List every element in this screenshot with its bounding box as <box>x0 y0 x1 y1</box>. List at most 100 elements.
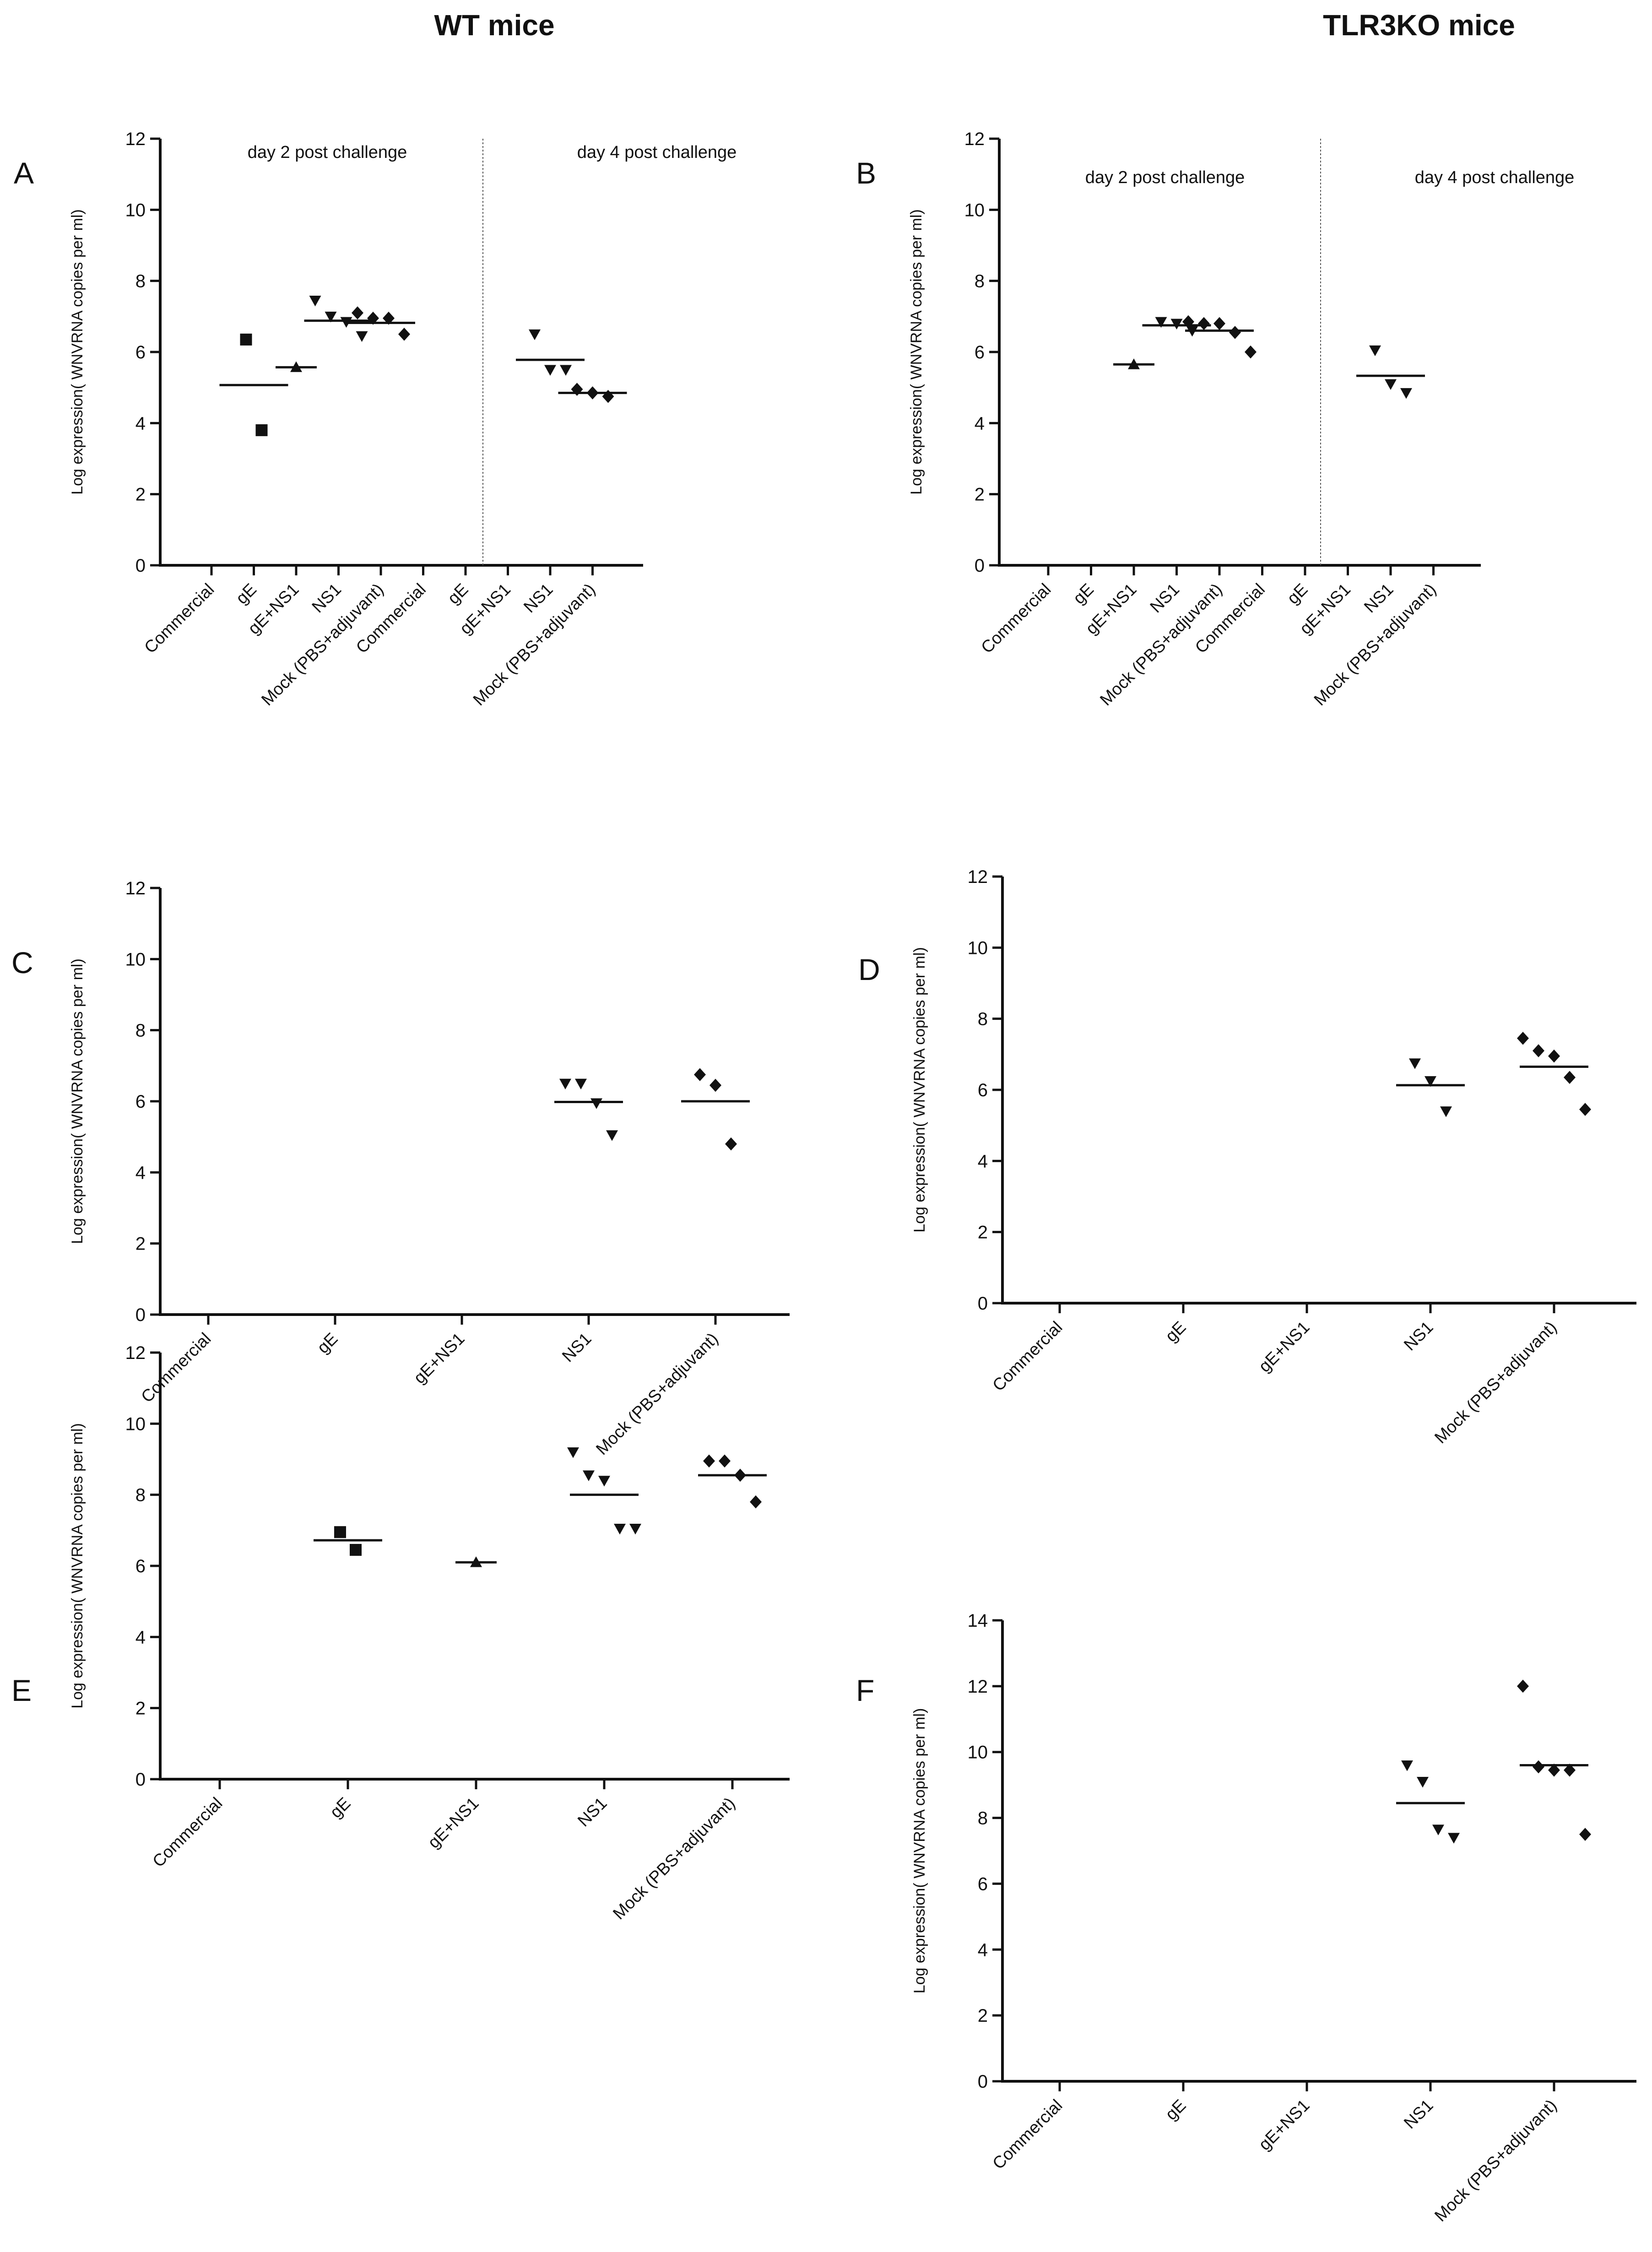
panel-f-x-tick-label: Mock (PBS+adjuvant) <box>1431 2096 1560 2225</box>
panel-e-data-point <box>334 1526 346 1538</box>
panel-d-data-point <box>1579 1103 1591 1116</box>
panel-c-y-tick-label: 8 <box>135 1021 146 1041</box>
panel-e-y-tick-label: 4 <box>135 1627 146 1647</box>
panel-a-y-tick-label: 0 <box>135 556 146 576</box>
panel-c-x-tick-label: NS1 <box>558 1329 595 1366</box>
panel-f-y-tick-label: 4 <box>978 1940 988 1960</box>
panel-c-y-tick-label: 12 <box>125 878 146 899</box>
panel-c-data-point <box>559 1078 571 1090</box>
panel-c-data-point <box>710 1078 721 1092</box>
panel-b-data-point <box>1245 345 1257 359</box>
panel-b-data-point <box>1385 379 1397 390</box>
panel-a-data-point <box>356 331 368 342</box>
panel-c-y-tick-label: 0 <box>135 1305 146 1325</box>
panel-c-y-tick-label: 6 <box>135 1092 146 1112</box>
panel-d-x-tick-label: Mock (PBS+adjuvant) <box>1431 1318 1560 1447</box>
panel-f-data-point <box>1432 1824 1444 1835</box>
panel-e-y-tick-label: 12 <box>125 1343 146 1363</box>
panel-f-data-point <box>1417 1777 1429 1788</box>
panel-e-x-tick-label: gE <box>326 1794 354 1822</box>
panel-c-y-tick-label: 2 <box>135 1234 146 1254</box>
panel-d-y-tick-label: 10 <box>968 938 988 958</box>
panel-d-y-tick-label: 8 <box>978 1009 988 1029</box>
panel-a-y-tick-label: 6 <box>135 342 146 363</box>
panel-d-data-point <box>1409 1058 1421 1069</box>
panel-d-x-tick-label: gE+NS1 <box>1255 1318 1313 1376</box>
panel-d-y-tick-label: 6 <box>978 1080 988 1100</box>
panel-a-data-point <box>544 365 556 376</box>
panel-a-data-point <box>398 327 410 341</box>
panel-letter-f: F <box>856 1673 875 1707</box>
panel-f-y-tick-label: 0 <box>978 2072 988 2092</box>
panel-b-x-tick-label: NS1 <box>1146 580 1183 617</box>
panel-b-data-point <box>1182 315 1194 329</box>
panel-b-data-point <box>1400 388 1412 399</box>
panel-a-y-axis-label: Log expression( WNVRNA copies per ml) <box>69 209 86 495</box>
panel-b-y-axis-label: Log expression( WNVRNA copies per ml) <box>908 209 925 495</box>
panel-b-data-point <box>1229 325 1241 339</box>
panel-f-data-point <box>1517 1679 1529 1693</box>
panel-e-data-point <box>567 1447 579 1458</box>
panel-e-y-tick-label: 0 <box>135 1770 146 1790</box>
panel-d-data-point <box>1564 1071 1576 1084</box>
panel-b-y-tick-label: 4 <box>975 413 985 433</box>
panel-letter-a: A <box>14 156 34 190</box>
panel-f-data-point <box>1564 1763 1576 1777</box>
panel-f-data-point <box>1401 1760 1413 1771</box>
panel-b-data-point <box>1155 317 1167 328</box>
panel-c-data-point <box>575 1078 587 1090</box>
panel-d-data-point <box>1440 1106 1452 1117</box>
panel-c-y-tick-label: 10 <box>125 949 146 969</box>
panel-f-x-tick-label: Commercial <box>989 2096 1066 2173</box>
panel-a-data-point <box>560 365 572 376</box>
panel-letter-c: C <box>11 946 33 980</box>
panel-d-y-axis-label: Log expression( WNVRNA copies per ml) <box>911 947 928 1233</box>
panel-d-data-point <box>1517 1032 1529 1045</box>
panel-a-data-point <box>255 424 268 436</box>
panel-b-data-point <box>1170 319 1183 330</box>
panel-a-data-point <box>240 333 252 346</box>
panel-d-data-point <box>1548 1049 1560 1063</box>
panel-a-data-point <box>352 306 363 319</box>
panel-f-data-point <box>1533 1760 1544 1774</box>
panel-f-y-axis-label: Log expression( WNVRNA copies per ml) <box>911 1708 928 1994</box>
panel-c-y-tick-label: 4 <box>135 1163 146 1183</box>
panel-d-y-tick-label: 4 <box>978 1151 988 1171</box>
panel-c-x-tick-label: gE+NS1 <box>410 1329 468 1387</box>
panel-d-x-tick-label: gE <box>1162 1318 1190 1346</box>
panel-a-data-point <box>367 311 379 325</box>
panel-e-data-point <box>703 1454 715 1468</box>
panel-c-x-tick-label: gE <box>314 1329 341 1357</box>
panel-c-x-tick-label: Mock (PBS+adjuvant) <box>592 1329 722 1459</box>
panel-a-y-tick-label: 8 <box>135 271 146 292</box>
panel-a-x-tick-label: gE <box>444 580 472 608</box>
panel-f-x-tick-label: NS1 <box>1400 2096 1437 2133</box>
panel-a-x-tick-label: Commercial <box>141 580 218 657</box>
panel-f-y-tick-label: 2 <box>978 2006 988 2026</box>
panel-e-data-point <box>719 1454 731 1468</box>
panel-a-x-tick-label: gE <box>232 580 260 608</box>
panel-b-y-tick-label: 12 <box>964 129 985 149</box>
panel-e-data-point <box>629 1524 641 1535</box>
panel-letter-b: B <box>856 156 877 190</box>
panel-f-y-tick-label: 12 <box>968 1677 988 1697</box>
panel-b-section-label: day 2 post challenge <box>1085 168 1245 187</box>
panel-f-y-tick-label: 6 <box>978 1874 988 1894</box>
panel-a-section-label: day 2 post challenge <box>248 143 407 162</box>
panel-a-data-point <box>309 295 321 307</box>
panel-a-data-point <box>325 311 337 323</box>
panel-b-y-tick-label: 0 <box>975 556 985 576</box>
panel-a-section-label: day 4 post challenge <box>577 143 737 162</box>
panel-f-y-tick-label: 10 <box>968 1743 988 1763</box>
panel-e-data-point <box>583 1470 595 1481</box>
panel-d-y-tick-label: 12 <box>968 867 988 887</box>
panel-f-y-tick-label: 14 <box>968 1611 988 1631</box>
panel-d-x-tick-label: Commercial <box>989 1318 1066 1395</box>
panel-f-y-tick-label: 8 <box>978 1808 988 1829</box>
panel-f-data-point <box>1548 1763 1560 1777</box>
panel-b-data-point <box>1369 345 1381 357</box>
panel-a-y-tick-label: 10 <box>125 200 146 220</box>
panel-a-data-point <box>383 311 395 325</box>
panel-b-section-label: day 4 post challenge <box>1415 168 1575 187</box>
